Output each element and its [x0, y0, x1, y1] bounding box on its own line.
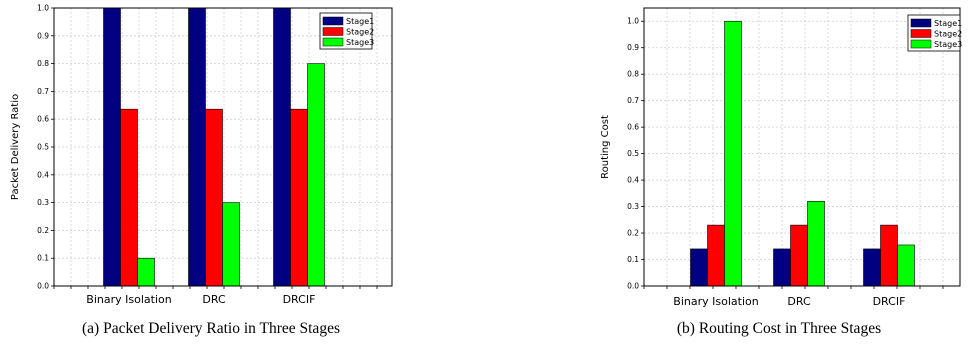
y-tick-label: 0.8 [627, 70, 639, 79]
legend-label-stage2: Stage2 [934, 30, 962, 39]
x-tick-label: DRC [787, 295, 811, 308]
legend-swatch-stage3 [910, 39, 932, 49]
bar-stage2-drc [205, 108, 223, 287]
y-tick-label: 0.5 [627, 149, 639, 158]
bar-stage2-drcif [880, 224, 898, 287]
bar-stage1-binary-isolation [690, 248, 708, 287]
legend-label-stage3: Stage3 [934, 40, 962, 49]
bar-stage3-drc [222, 202, 240, 287]
x-tick-label: Binary Isolation [86, 293, 171, 306]
bar-stage3-drc [807, 200, 825, 287]
y-tick-label: 0.1 [627, 255, 639, 264]
legend-swatch-stage1 [910, 18, 932, 28]
plot-frame [643, 7, 961, 287]
legend-swatch-stage2 [322, 27, 344, 36]
caption-b: (b) Routing Cost in Three Stages [677, 320, 881, 337]
y-tick-label: 0.2 [627, 229, 639, 238]
x-tick-label: DRC [202, 293, 226, 306]
caption-a: (a) Packet Delivery Ratio in Three Stage… [82, 320, 340, 337]
legend-label-stage1: Stage1 [934, 19, 962, 28]
y-axis-label: Routing Cost [600, 115, 611, 179]
y-tick-label: 0.2 [37, 226, 49, 235]
y-tick-label: 0.3 [627, 202, 639, 211]
bar-stage1-drcif [863, 248, 881, 287]
legend-label-stage1: Stage1 [346, 17, 374, 26]
bar-stage1-drcif [273, 7, 291, 287]
legend-label-stage2: Stage2 [346, 28, 374, 37]
y-axis-label: Packet Delivery Ratio [10, 94, 21, 200]
y-tick-label: 0.7 [37, 87, 49, 96]
y-tick-label: 0.7 [627, 96, 639, 105]
y-tick-label: 0.3 [37, 198, 49, 207]
y-tick-label: 0.1 [37, 254, 49, 263]
bar-stage3-binary-isolation [724, 20, 742, 287]
bar-stage2-binary-isolation [707, 224, 725, 287]
bar-stage1-drc [188, 7, 206, 287]
y-tick-label: 0.5 [37, 143, 49, 152]
y-tick-label: 0.4 [37, 170, 49, 179]
bar-stage3-drcif [897, 244, 915, 287]
bar-stage2-drcif [290, 108, 308, 287]
y-tick-label: 0.8 [37, 59, 49, 68]
legend-swatch-stage1 [322, 16, 344, 26]
bar-stage2-drc [790, 224, 808, 287]
chart-panel-packet-delivery-ratio: Binary Isolation DRC DRCIF 0.0 0.1 0.2 0.3 0.4 0… [10, 4, 393, 306]
bar-stage3-binary-isolation [137, 257, 155, 287]
bar-stage1-drc [773, 248, 791, 287]
y-tick-label: 0.6 [37, 115, 49, 124]
y-tick-label: 1.0 [627, 17, 639, 26]
x-tick-label: DRCIF [283, 293, 316, 306]
x-tick-label: DRCIF [873, 295, 906, 308]
y-tick-label: 0.4 [627, 176, 639, 185]
bar-stage2-binary-isolation [120, 108, 138, 287]
legend-swatch-stage3 [322, 37, 344, 47]
y-tick-label: 0.9 [627, 43, 639, 52]
y-tick-label: 1.0 [37, 4, 49, 13]
y-tick-label: 0.0 [37, 282, 49, 291]
y-tick-label: 0.6 [627, 123, 639, 132]
x-tick-label: Binary Isolation [673, 295, 758, 308]
chart-panel-routing-cost: Binary Isolation DRC DRCIF 0.0 0.1 0.2 0.3 0.4 0… [600, 7, 962, 308]
bar-stage1-binary-isolation [103, 7, 121, 287]
y-tick-label: 0.9 [37, 31, 49, 40]
legend-swatch-stage2 [910, 29, 932, 38]
legend-label-stage3: Stage3 [346, 38, 374, 47]
y-tick-label: 0.0 [627, 282, 639, 291]
bar-stage3-drcif [307, 63, 325, 287]
